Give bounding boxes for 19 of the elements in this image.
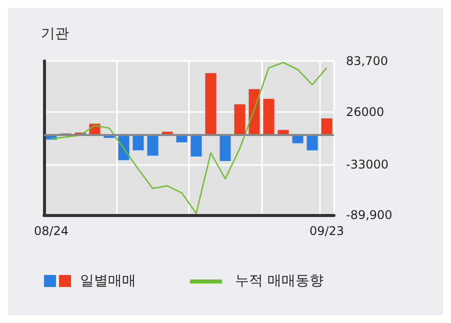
y-tick-label: -33000	[346, 158, 389, 172]
line-series	[50, 62, 328, 214]
bar	[220, 135, 231, 161]
x-tick-label: 09/23	[309, 224, 344, 238]
legend-label: 일별매매	[80, 273, 136, 289]
bar	[234, 104, 246, 136]
y-tick-label: -89,900	[346, 208, 392, 222]
y-tick-label: 26000	[346, 105, 384, 120]
bar	[205, 73, 216, 136]
bar	[147, 135, 158, 156]
bar	[321, 118, 332, 136]
y-tick-label: 83,700	[346, 54, 388, 68]
x-tick-label: 08/24	[34, 224, 69, 238]
legend-label: 누적 매매동향	[235, 273, 324, 289]
bar	[132, 135, 144, 150]
bar	[263, 98, 274, 136]
chart-title: 기관	[41, 26, 69, 42]
bar	[190, 135, 202, 157]
bar	[306, 135, 318, 150]
